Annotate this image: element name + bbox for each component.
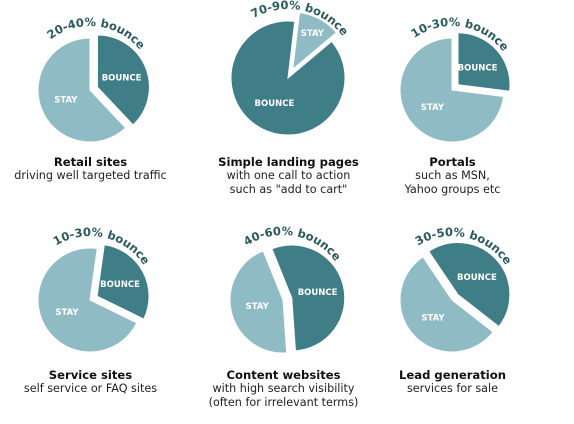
bounce-slice <box>230 20 346 136</box>
bounce-range-label: 20-40% bounce <box>44 15 148 52</box>
bounce-slice-label: BOUNCE <box>298 288 338 298</box>
chart-title: Retail sites <box>53 155 128 169</box>
bounce-slice <box>96 244 150 320</box>
stay-slice-label: STAY <box>55 308 79 318</box>
chart-title: Simple landing pages <box>218 155 359 169</box>
chart-caption: Portals such as MSN, Yahoo groups etc <box>357 155 548 197</box>
stay-slice-label: STAY <box>246 302 270 312</box>
chart-caption: Lead generation services for sale <box>357 368 548 396</box>
chart-subtitle-line: with one call to action <box>226 169 351 182</box>
stay-slice <box>37 247 138 353</box>
stay-slice <box>399 256 494 353</box>
pie-chart-1: BOUNCE STAY 20-40% bounce <box>37 15 150 143</box>
bounce-slice <box>96 34 150 126</box>
chart-title: Portals <box>429 155 476 169</box>
chart-subtitle-line: driving well targeted traffic <box>14 169 167 182</box>
chart-subtitle-line: services for sale <box>406 382 499 395</box>
chart-subtitle-line: (often for irrelevant terms) <box>208 396 359 409</box>
chart-caption: Simple landing pages with one call to act… <box>193 155 384 197</box>
bounce-slice <box>428 242 511 328</box>
chart-subtitle-line: Yahoo groups etc <box>404 183 501 196</box>
chart-subtitle-line: self service or FAQ sites <box>23 382 158 395</box>
chart-title: Content websites <box>226 368 341 382</box>
stay-slice-label: STAY <box>421 314 445 324</box>
chart-title: Lead generation <box>399 368 506 382</box>
stay-slice-label: STAY <box>421 103 445 113</box>
stay-slice <box>229 250 288 354</box>
bounce-slice-label: BOUNCE <box>255 99 295 109</box>
stay-slice-label: STAY <box>301 29 325 39</box>
chart-subtitle-line: such as MSN, <box>415 169 490 182</box>
bounce-slice-label: BOUNCE <box>458 64 498 74</box>
chart-caption: Content websites with high search visibil… <box>188 368 379 410</box>
stay-slice <box>399 37 505 143</box>
bounce-slice-label: BOUNCE <box>100 280 140 290</box>
bounce-slice-label: BOUNCE <box>102 74 142 84</box>
chart-title: Service sites <box>48 368 133 382</box>
stay-slice <box>37 37 127 143</box>
bounce-slice <box>457 32 511 92</box>
bounce-slice <box>271 244 346 352</box>
chart-subtitle-line: such as "add to cart" <box>229 183 348 196</box>
bounce-slice-label: BOUNCE <box>457 273 497 283</box>
stay-slice <box>292 12 338 71</box>
chart-subtitle-line: with high search visibility <box>212 382 355 395</box>
chart-caption: Retail sites driving well targeted traffi… <box>0 155 186 183</box>
stay-slice-label: STAY <box>54 96 78 106</box>
chart-caption: Service sites self service or FAQ sites <box>0 368 186 396</box>
